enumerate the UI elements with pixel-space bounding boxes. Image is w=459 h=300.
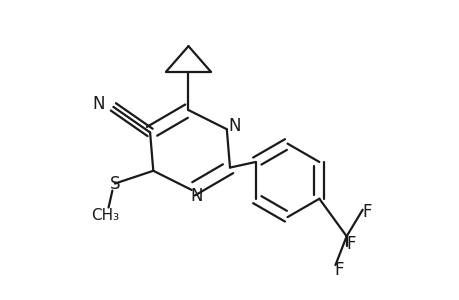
Text: N: N: [190, 187, 202, 205]
Text: F: F: [333, 261, 343, 279]
Text: N: N: [228, 117, 241, 135]
Text: F: F: [362, 203, 371, 221]
Text: F: F: [346, 235, 355, 253]
Text: S: S: [109, 175, 120, 193]
Text: CH₃: CH₃: [91, 208, 119, 223]
Text: N: N: [93, 95, 105, 113]
